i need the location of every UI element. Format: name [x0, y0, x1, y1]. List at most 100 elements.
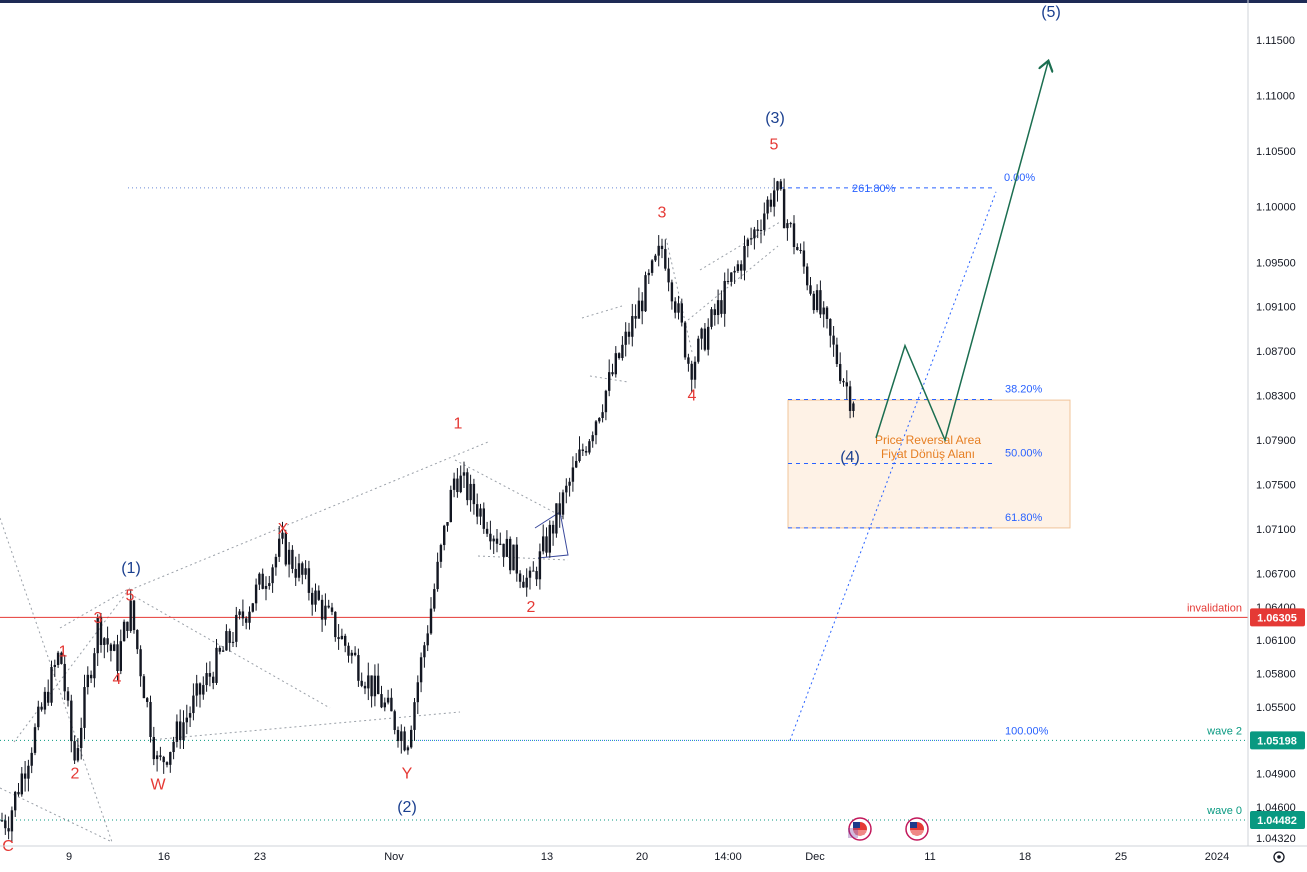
- candle-body: [703, 328, 707, 350]
- candle-body: [571, 467, 575, 482]
- wave-label-red: 5: [126, 588, 135, 605]
- candle: [106, 626, 109, 653]
- candle-body: [786, 223, 789, 229]
- candle-body: [796, 247, 799, 250]
- candle-body: [657, 245, 660, 256]
- candle: [532, 561, 535, 572]
- candle-body: [545, 536, 548, 553]
- candle-body: [710, 309, 713, 327]
- pattern-guide-line: [0, 517, 113, 843]
- candle: [852, 401, 855, 418]
- candle-body: [83, 687, 86, 728]
- wave-label-red: 2: [527, 599, 536, 616]
- candle: [809, 277, 812, 296]
- candle-body: [20, 773, 23, 795]
- candle: [472, 478, 476, 515]
- candle-body: [377, 675, 380, 695]
- candle-body: [535, 571, 538, 580]
- candle: [584, 446, 588, 456]
- candle-body: [736, 264, 740, 271]
- candle: [459, 465, 462, 494]
- candle-body: [446, 522, 449, 526]
- candle-body: [449, 489, 452, 523]
- candle: [449, 485, 452, 523]
- candle-body: [594, 421, 598, 436]
- invalidation-price-tag: 1.06305: [1250, 608, 1305, 627]
- candle: [489, 520, 492, 550]
- candle: [245, 616, 248, 630]
- candle: [674, 297, 677, 319]
- candle: [47, 679, 50, 706]
- price-axis[interactable]: 1.11500 1.11000 1.10500 1.10000 1.09500 1.091…: [1247, 0, 1305, 846]
- time-axis[interactable]: 9 16 23 Nov 13 20 14:00 Dec 11 18 25 2024: [0, 817, 1307, 863]
- candle-body: [839, 364, 842, 381]
- candle-body: [73, 741, 76, 761]
- candle: [535, 566, 538, 587]
- candle: [198, 682, 202, 708]
- candle-body: [842, 380, 845, 383]
- candle-body: [641, 300, 644, 312]
- candle-body: [50, 666, 53, 703]
- candle-body: [677, 303, 680, 313]
- pattern-guide-line: [589, 375, 629, 383]
- us-flag-event-icon[interactable]: [905, 817, 929, 841]
- candle: [149, 695, 152, 743]
- candle-body: [218, 647, 221, 652]
- candle-body: [700, 328, 703, 339]
- candle: [284, 529, 287, 567]
- candle-body: [575, 461, 578, 468]
- candle: [146, 696, 149, 708]
- candle-body: [165, 762, 169, 765]
- candle: [819, 280, 822, 319]
- candle: [627, 322, 631, 345]
- candle-body: [159, 755, 162, 757]
- candle-body: [149, 701, 152, 737]
- candle-body: [792, 223, 796, 248]
- candle: [812, 290, 815, 314]
- candle: [99, 613, 103, 653]
- wave-projection-path: [875, 62, 1048, 443]
- candle: [845, 370, 848, 400]
- candle: [601, 404, 604, 423]
- gear-hub: [1277, 855, 1281, 859]
- candle-body: [281, 532, 284, 539]
- candle: [542, 524, 545, 555]
- candle-body: [763, 213, 766, 230]
- candle: [53, 659, 56, 678]
- candle: [122, 619, 126, 642]
- candle: [730, 272, 733, 287]
- candle: [522, 575, 525, 588]
- candle: [555, 503, 558, 538]
- candle: [650, 259, 654, 276]
- candle-body: [410, 729, 413, 748]
- candle: [380, 685, 383, 709]
- candle: [753, 226, 756, 250]
- candle-body: [542, 536, 545, 552]
- candle-body: [122, 621, 126, 642]
- candle-body: [650, 260, 654, 273]
- candle-body: [40, 706, 43, 710]
- candle: [848, 380, 852, 419]
- us-flag-event-icon[interactable]: [848, 817, 872, 841]
- price-tick-label: 1.04900: [1256, 769, 1296, 781]
- time-tick-label: 20: [636, 851, 648, 863]
- candle-body: [835, 344, 839, 365]
- price-tick-label: 1.07900: [1256, 435, 1296, 447]
- candle: [175, 714, 179, 748]
- candle: [551, 520, 555, 546]
- candle: [568, 477, 571, 497]
- candle: [268, 575, 271, 590]
- pattern-guide-line: [454, 459, 566, 519]
- candle-body: [436, 561, 439, 590]
- candle-body: [489, 533, 492, 542]
- candle-body: [429, 608, 433, 634]
- gear-icon[interactable]: [1273, 851, 1285, 863]
- candle-body: [330, 607, 334, 612]
- candle-body: [815, 290, 819, 311]
- candle-body: [400, 731, 403, 742]
- pattern-guide-line: [687, 245, 779, 321]
- candle: [179, 709, 182, 749]
- candle-body: [479, 508, 482, 517]
- candle: [476, 493, 479, 525]
